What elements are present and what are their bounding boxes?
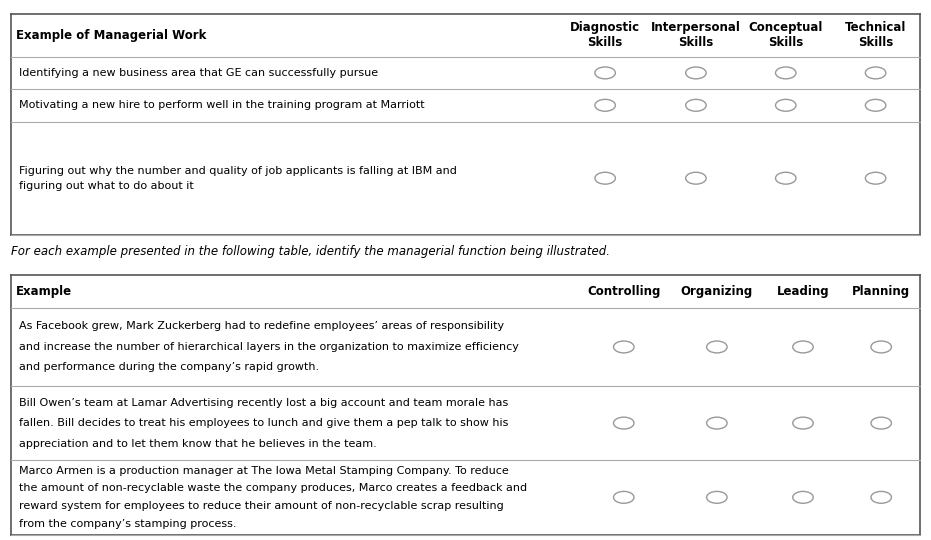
Text: Figuring out why the number and quality of job applicants is falling at IBM and: Figuring out why the number and quality … — [19, 166, 456, 176]
Text: Conceptual
Skills: Conceptual Skills — [749, 21, 823, 49]
Text: reward system for employees to reduce their amount of non-recyclable scrap resul: reward system for employees to reduce th… — [19, 501, 504, 511]
Text: figuring out what to do about it: figuring out what to do about it — [19, 181, 194, 191]
Text: Leading: Leading — [776, 285, 830, 298]
Text: Marco Armen is a production manager at The Iowa Metal Stamping Company. To reduc: Marco Armen is a production manager at T… — [19, 465, 508, 476]
Text: Example: Example — [16, 285, 72, 298]
Text: Motivating a new hire to perform well in the training program at Marriott: Motivating a new hire to perform well in… — [19, 100, 425, 110]
Text: Interpersonal
Skills: Interpersonal Skills — [651, 21, 741, 49]
Text: Technical
Skills: Technical Skills — [845, 21, 906, 49]
Text: Planning: Planning — [852, 285, 911, 298]
Text: Example of Managerial Work: Example of Managerial Work — [16, 29, 206, 42]
Text: the amount of non-recyclable waste the company produces, Marco creates a feedbac: the amount of non-recyclable waste the c… — [19, 483, 527, 494]
Text: fallen. Bill decides to treat his employees to lunch and give them a pep talk to: fallen. Bill decides to treat his employ… — [19, 418, 508, 428]
Text: from the company’s stamping process.: from the company’s stamping process. — [19, 519, 236, 529]
Text: Identifying a new business area that GE can successfully pursue: Identifying a new business area that GE … — [19, 68, 378, 78]
Text: Organizing: Organizing — [681, 285, 753, 298]
Text: As Facebook grew, Mark Zuckerberg had to redefine employees’ areas of responsibi: As Facebook grew, Mark Zuckerberg had to… — [19, 321, 504, 332]
Text: and increase the number of hierarchical layers in the organization to maximize e: and increase the number of hierarchical … — [19, 342, 519, 352]
Text: Diagnostic
Skills: Diagnostic Skills — [570, 21, 641, 49]
Text: For each example presented in the following table, identify the managerial funct: For each example presented in the follow… — [11, 245, 610, 258]
Text: and performance during the company’s rapid growth.: and performance during the company’s rap… — [19, 362, 318, 373]
Text: Controlling: Controlling — [587, 285, 660, 298]
Text: Bill Owen’s team at Lamar Advertising recently lost a big account and team moral: Bill Owen’s team at Lamar Advertising re… — [19, 397, 508, 408]
Text: appreciation and to let them know that he believes in the team.: appreciation and to let them know that h… — [19, 438, 376, 449]
